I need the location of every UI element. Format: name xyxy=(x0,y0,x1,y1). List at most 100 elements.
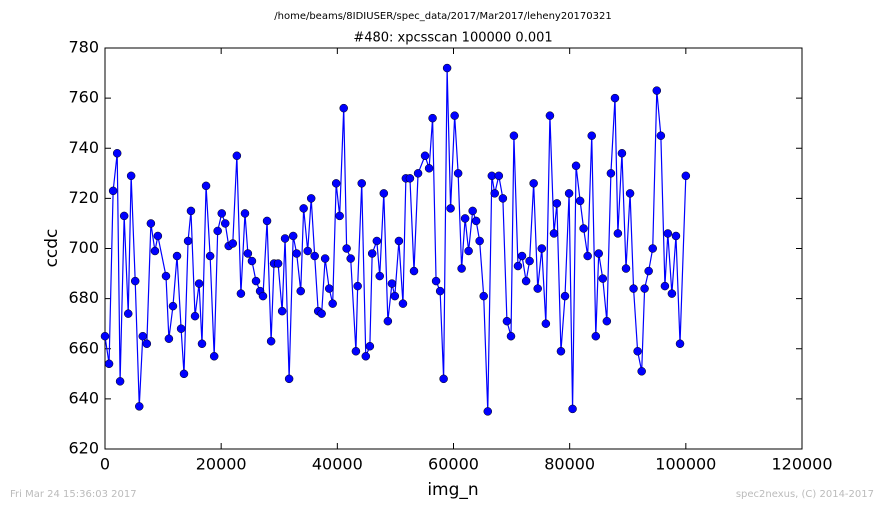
data-point xyxy=(247,256,257,266)
data-point xyxy=(142,339,152,348)
y-tick-label: 780 xyxy=(68,38,99,57)
data-point xyxy=(490,189,499,198)
data-point xyxy=(379,189,389,198)
data-point xyxy=(365,341,375,351)
data-point xyxy=(681,171,691,181)
data-point xyxy=(660,281,670,291)
data-point xyxy=(168,301,178,311)
data-point xyxy=(502,316,512,326)
data-point xyxy=(483,407,493,416)
data-point xyxy=(303,246,312,256)
data-point xyxy=(190,311,200,321)
data-point xyxy=(197,339,207,348)
data-point xyxy=(292,249,301,258)
data-point xyxy=(494,171,504,181)
x-tick-label: 60000 xyxy=(428,455,479,474)
data-point xyxy=(228,239,238,248)
data-point xyxy=(394,236,404,246)
data-point xyxy=(587,131,596,140)
data-point xyxy=(498,194,508,203)
data-point xyxy=(471,216,481,226)
data-point xyxy=(460,214,470,223)
data-point xyxy=(656,131,666,140)
data-point xyxy=(375,271,384,281)
data-point xyxy=(100,331,110,341)
data-point xyxy=(652,86,662,95)
data-point xyxy=(266,336,276,346)
data-point xyxy=(346,254,355,263)
y-tick-label: 620 xyxy=(68,439,99,458)
data-point xyxy=(398,299,408,308)
data-point xyxy=(556,347,566,356)
data-point xyxy=(564,189,574,198)
data-point xyxy=(357,179,366,188)
data-point xyxy=(251,276,261,286)
data-point xyxy=(112,149,122,158)
data-point xyxy=(424,164,434,173)
data-point xyxy=(579,224,588,233)
data-point xyxy=(529,179,538,188)
data-point xyxy=(296,286,305,296)
data-point xyxy=(439,374,448,384)
data-point xyxy=(541,319,551,328)
x-tick-label: 20000 xyxy=(196,455,247,474)
footer-right: spec2nexus, (C) 2014-2017 xyxy=(736,489,874,500)
data-point xyxy=(217,209,226,218)
data-point xyxy=(598,274,608,283)
x-axis-label: img_n xyxy=(427,480,478,500)
data-point xyxy=(475,236,484,246)
data-point xyxy=(405,174,415,183)
data-point xyxy=(353,281,362,291)
data-point xyxy=(533,284,542,293)
y-tick-label: 760 xyxy=(68,88,99,107)
data-point xyxy=(367,249,377,258)
data-point xyxy=(435,286,445,296)
data-point xyxy=(583,251,592,261)
data-point xyxy=(521,276,531,286)
data-point xyxy=(372,236,382,246)
data-point xyxy=(115,377,125,386)
data-point xyxy=(335,211,344,221)
data-point xyxy=(637,367,646,376)
y-tick-label: 640 xyxy=(68,388,99,407)
data-point xyxy=(236,289,246,298)
data-point xyxy=(537,244,547,253)
data-point xyxy=(610,93,620,103)
data-point xyxy=(150,246,160,256)
data-point xyxy=(201,181,211,191)
data-point xyxy=(146,219,156,228)
data-point xyxy=(153,231,163,241)
suptitle: /home/beams/8IDIUSER/spec_data/2017/Mar2… xyxy=(274,11,611,22)
data-point xyxy=(552,199,562,208)
data-point xyxy=(633,347,642,356)
data-point xyxy=(640,284,649,293)
data-point xyxy=(446,204,455,213)
data-point xyxy=(130,276,140,286)
data-point xyxy=(299,204,308,213)
data-point xyxy=(331,179,341,188)
data-point xyxy=(671,231,681,241)
data-point xyxy=(126,171,136,181)
data-point xyxy=(517,251,527,261)
data-point xyxy=(506,331,516,341)
data-point xyxy=(525,256,534,266)
data-point xyxy=(625,189,635,198)
x-tick-label: 40000 xyxy=(312,455,363,474)
y-tick-label: 700 xyxy=(68,238,99,257)
data-point xyxy=(209,352,219,361)
data-point xyxy=(284,374,294,384)
data-point xyxy=(457,264,466,273)
data-point xyxy=(667,289,677,298)
data-point xyxy=(280,234,290,243)
data-point xyxy=(675,339,685,348)
data-point xyxy=(464,246,473,256)
x-tick-label: 120000 xyxy=(771,455,832,474)
data-point xyxy=(560,291,570,301)
data-point xyxy=(277,306,287,316)
data-point xyxy=(617,149,627,158)
y-tick-label: 660 xyxy=(68,338,99,357)
data-point xyxy=(420,151,430,161)
data-point xyxy=(450,111,459,120)
data-point xyxy=(479,291,488,301)
data-point xyxy=(351,347,361,356)
